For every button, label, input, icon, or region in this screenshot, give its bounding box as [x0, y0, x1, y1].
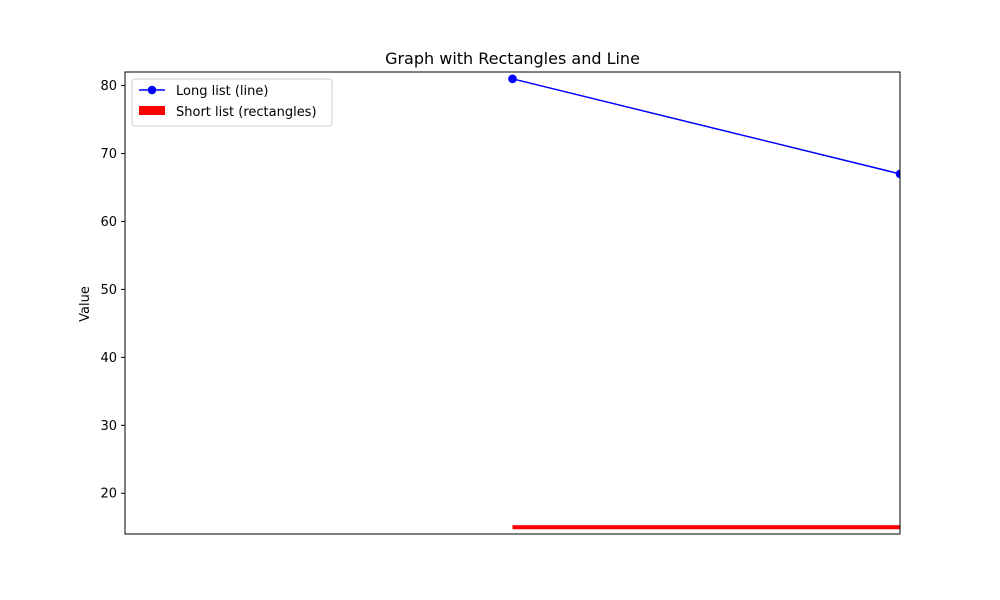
axes: 20 30 40 50 60 70 80 [100, 71, 901, 535]
legend-label-rectangles: Short list (rectangles) [176, 105, 317, 120]
y-axis-label: Value [78, 286, 93, 322]
series-line [512, 78, 900, 175]
y-tick-label: 40 [100, 351, 117, 366]
legend-marker-swatch [147, 85, 157, 95]
y-tick-label: 80 [100, 79, 117, 94]
legend-rectangle-swatch [139, 106, 165, 115]
y-tick-label: 50 [100, 283, 117, 298]
y-tick-label: 30 [100, 419, 117, 434]
line-point [895, 169, 900, 179]
line-point [508, 74, 517, 84]
legend-label-line: Long list (line) [176, 84, 268, 99]
chart-title: Graph with Rectangles and Line [385, 49, 640, 68]
y-tick-label: 70 [100, 147, 117, 162]
legend-frame [131, 78, 333, 127]
rectangle-bar [512, 525, 900, 530]
y-tick-label: 60 [100, 215, 117, 230]
axes-frame [124, 71, 901, 535]
y-tick-label: 20 [100, 487, 117, 502]
plot-area [508, 74, 900, 530]
legend: Long list (line) Short list (rectangles) [131, 78, 333, 127]
